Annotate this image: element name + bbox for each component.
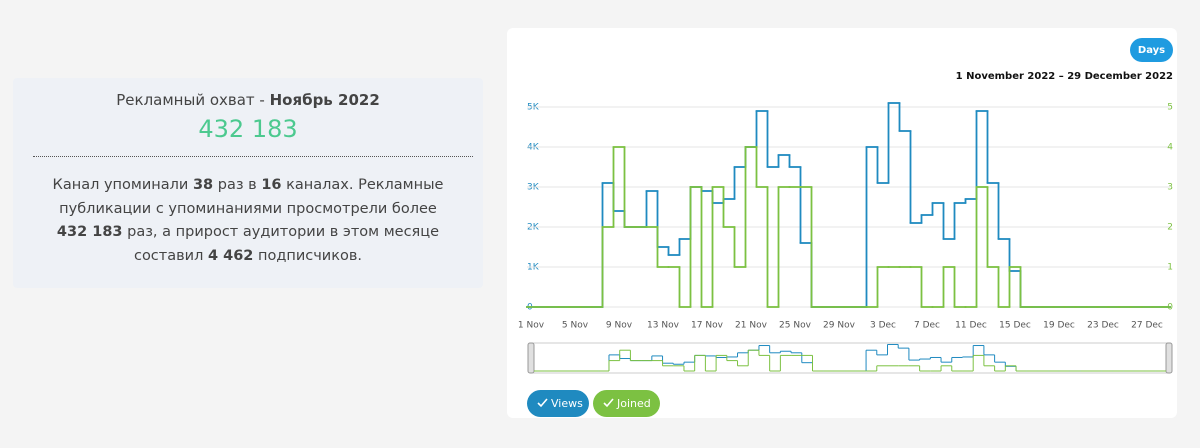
title-month: Ноябрь 2022 — [269, 91, 380, 109]
title-prefix: Рекламный охват - — [116, 91, 270, 109]
text: раз в — [213, 177, 262, 193]
summary-card: Рекламный охват - Ноябрь 2022 432 183 Ка… — [13, 78, 483, 288]
days-label: Days — [1138, 45, 1165, 56]
x-tick-label: 17 Nov — [691, 321, 724, 331]
text-bold: 432 183 — [56, 224, 123, 240]
legend-button[interactable] — [527, 390, 589, 417]
x-tick-label: 29 Nov — [823, 321, 856, 331]
x-tick-label: 9 Nov — [606, 321, 633, 331]
navigator-handle[interactable] — [527, 342, 535, 374]
x-tick-label: 5 Nov — [562, 321, 589, 331]
summary-text: Канал упоминали 38 раз в 16 каналах. Рек… — [43, 174, 453, 268]
y2-tick-label: 3 — [1167, 183, 1173, 193]
x-tick-label: 23 Dec — [1087, 321, 1119, 331]
summary-title: Рекламный охват - Ноябрь 2022 — [13, 91, 483, 109]
legend-label: Joined — [616, 397, 651, 410]
legend-button[interactable] — [593, 390, 660, 417]
x-tick-label: 15 Dec — [999, 321, 1031, 331]
y2-tick-label: 5 — [1167, 103, 1173, 113]
y2-tick-label: 2 — [1167, 223, 1173, 233]
x-tick-label: 13 Nov — [647, 321, 680, 331]
x-tick-label: 11 Dec — [955, 321, 987, 331]
x-tick-label: 21 Nov — [735, 321, 768, 331]
legend-check — [603, 398, 614, 408]
text-bold: 16 — [261, 177, 282, 193]
x-tick-label: 1 Nov — [518, 321, 545, 331]
text-bold: 4 462 — [207, 247, 254, 264]
days-button[interactable] — [1130, 38, 1173, 62]
text: подписчиков. — [253, 247, 363, 264]
text: Канал упоминали — [52, 177, 193, 193]
text: раз, а прирост аудитории в этом месяце с… — [122, 224, 440, 264]
x-tick-label: 25 Nov — [779, 321, 812, 331]
x-tick-label: 7 Dec — [914, 321, 940, 331]
y2-tick-label: 4 — [1167, 143, 1173, 153]
x-tick-label: 27 Dec — [1131, 321, 1163, 331]
reach-number: 432 183 — [198, 115, 298, 143]
date-range: 1 November 2022 – 29 December 2022 — [956, 71, 1173, 82]
text-bold: 38 — [192, 177, 214, 193]
divider — [33, 156, 473, 157]
x-tick-label: 19 Dec — [1043, 321, 1075, 331]
legend-label: Views — [551, 397, 583, 410]
navigator-handle[interactable] — [1165, 342, 1173, 374]
legend-check — [537, 398, 548, 408]
navigator[interactable] — [530, 342, 1170, 374]
x-tick-label: 3 Dec — [870, 321, 896, 331]
y2-tick-label: 1 — [1167, 263, 1173, 273]
text: каналах. Рекламные публикации с упоминан… — [59, 177, 444, 217]
